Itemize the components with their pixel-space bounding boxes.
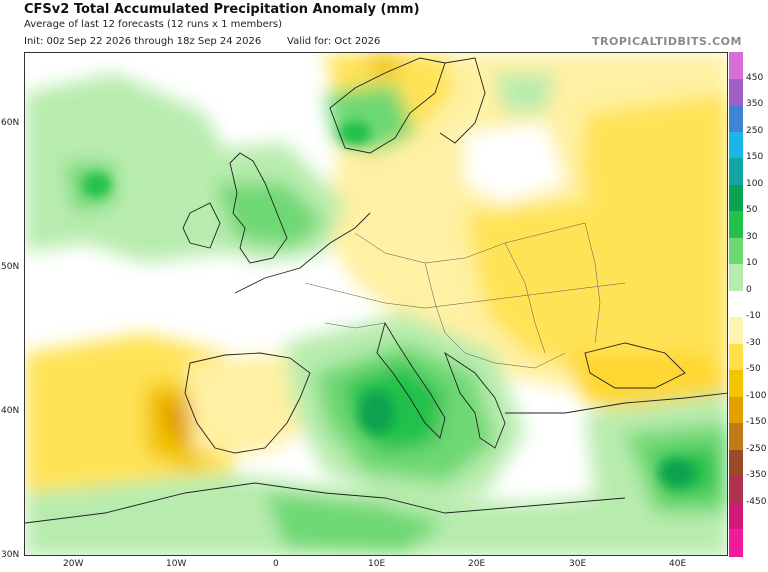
colorbar-label: -50 bbox=[746, 364, 761, 375]
colorbar-cell bbox=[729, 502, 743, 531]
lon-label-0: 0 bbox=[273, 559, 279, 569]
watermark: TROPICALTIDBITS.COM bbox=[592, 35, 742, 48]
colorbar-cell bbox=[729, 529, 743, 557]
colorbar-label: -10 bbox=[746, 311, 761, 322]
chart-subtitle: Average of last 12 forecasts (12 runs x … bbox=[24, 19, 282, 30]
lon-label-30e: 30E bbox=[569, 559, 587, 569]
colorbar-cell bbox=[729, 237, 743, 266]
colorbar-cell bbox=[729, 290, 743, 319]
colorbar-label: 30 bbox=[746, 231, 758, 242]
colorbar-cell bbox=[729, 158, 743, 186]
colorbar-label: 150 bbox=[746, 152, 764, 163]
init-time: Init: 00z Sep 22 2026 through 18z Sep 24… bbox=[24, 36, 262, 47]
colorbar bbox=[729, 52, 743, 557]
colorbar-label: -250 bbox=[746, 443, 767, 454]
lat-label-30n: 30N bbox=[1, 550, 20, 560]
colorbar-label: -450 bbox=[746, 496, 767, 507]
colorbar-cell bbox=[729, 211, 743, 239]
colorbar-label: 0 bbox=[746, 284, 752, 295]
country-borders bbox=[304, 222, 626, 369]
colorbar-cell bbox=[729, 105, 743, 133]
valid-time: Valid for: Oct 2026 bbox=[287, 36, 381, 47]
map-panel bbox=[24, 52, 728, 556]
colorbar-label: -100 bbox=[746, 390, 767, 401]
precip-anomaly-map bbox=[25, 53, 727, 555]
chart-title: CFSv2 Total Accumulated Precipitation An… bbox=[24, 2, 420, 17]
colorbar-cell bbox=[729, 264, 743, 292]
colorbar-cell bbox=[729, 476, 743, 504]
colorbar-cell bbox=[729, 52, 743, 80]
lon-label-20e: 20E bbox=[468, 559, 486, 569]
colorbar-label: 100 bbox=[746, 178, 764, 189]
coastlines bbox=[25, 57, 727, 524]
colorbar-label: 10 bbox=[746, 258, 758, 269]
colorbar-cell bbox=[729, 131, 743, 160]
colorbar-cell bbox=[729, 343, 743, 372]
lon-label-40e: 40E bbox=[669, 559, 687, 569]
lat-label-60n: 60N bbox=[1, 118, 20, 128]
lat-label-50n: 50N bbox=[1, 262, 20, 272]
colorbar-label: 250 bbox=[746, 125, 764, 136]
colorbar-label: -150 bbox=[746, 417, 767, 428]
colorbar-cell bbox=[729, 317, 743, 345]
colorbar-label: 50 bbox=[746, 205, 758, 216]
colorbar-label: -350 bbox=[746, 470, 767, 481]
anomaly-highlights bbox=[83, 121, 695, 487]
colorbar-label: 350 bbox=[746, 99, 764, 110]
colorbar-cell bbox=[729, 370, 743, 398]
colorbar-cell bbox=[729, 423, 743, 451]
lon-label-20w: 20W bbox=[63, 559, 84, 569]
colorbar-label: 450 bbox=[746, 72, 764, 83]
lat-label-40n: 40N bbox=[1, 406, 20, 416]
colorbar-cell bbox=[729, 184, 743, 213]
colorbar-cell bbox=[729, 396, 743, 425]
colorbar-cell bbox=[729, 449, 743, 478]
lon-label-10w: 10W bbox=[166, 559, 187, 569]
lon-label-10e: 10E bbox=[368, 559, 386, 569]
colorbar-label: -30 bbox=[746, 337, 761, 348]
colorbar-cell bbox=[729, 78, 743, 107]
